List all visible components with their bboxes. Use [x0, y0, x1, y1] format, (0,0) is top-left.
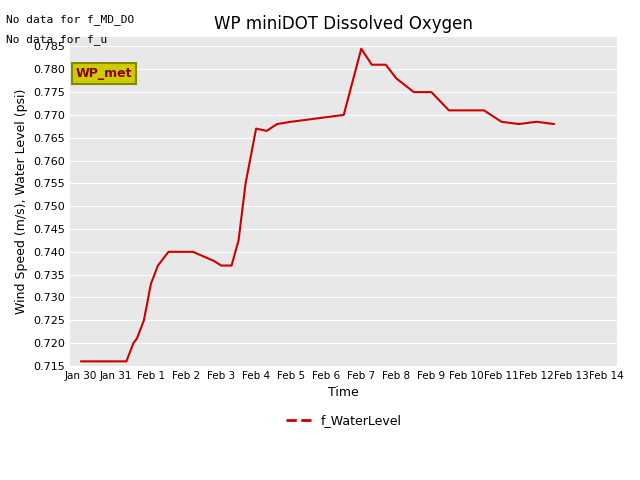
Title: WP miniDOT Dissolved Oxygen: WP miniDOT Dissolved Oxygen	[214, 15, 473, 33]
Y-axis label: Wind Speed (m/s), Water Level (psi): Wind Speed (m/s), Water Level (psi)	[15, 89, 28, 314]
Text: WP_met: WP_met	[76, 67, 132, 80]
Legend: f_WaterLevel: f_WaterLevel	[281, 409, 407, 432]
Text: No data for f_MD_DO: No data for f_MD_DO	[6, 14, 134, 25]
X-axis label: Time: Time	[328, 386, 359, 399]
Text: No data for f_u: No data for f_u	[6, 34, 108, 45]
